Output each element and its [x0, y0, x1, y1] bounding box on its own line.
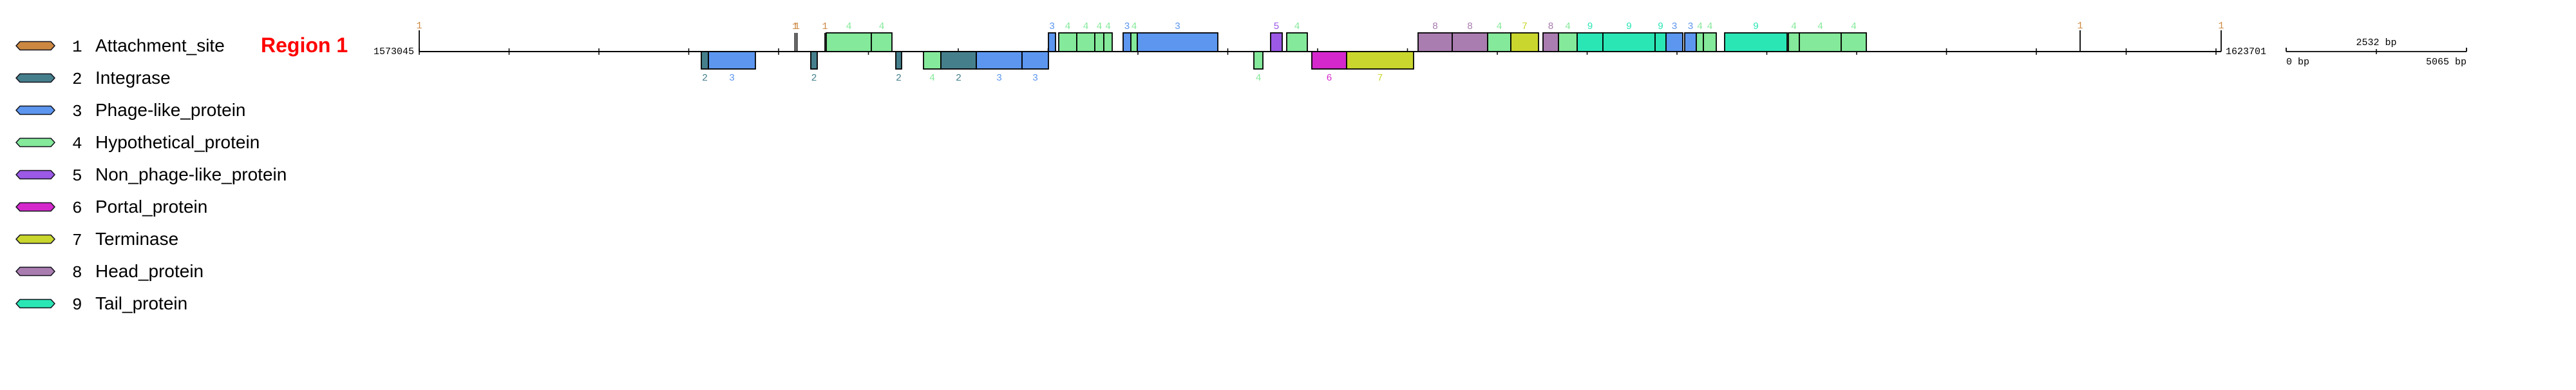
svg-text:4: 4 — [1707, 21, 1712, 32]
svg-text:4: 4 — [929, 73, 935, 84]
svg-text:1623701: 1623701 — [2226, 46, 2266, 57]
svg-text:4: 4 — [846, 21, 851, 32]
svg-text:4: 4 — [72, 134, 82, 153]
svg-text:1: 1 — [822, 21, 828, 32]
svg-text:4: 4 — [1817, 21, 1823, 32]
svg-text:4: 4 — [1565, 21, 1571, 32]
svg-text:8: 8 — [1467, 21, 1473, 32]
svg-text:Terminase: Terminase — [95, 229, 178, 249]
svg-text:2: 2 — [896, 73, 902, 84]
svg-text:Non_phage-like_protein: Non_phage-like_protein — [95, 164, 287, 184]
svg-text:Hypothetical_protein: Hypothetical_protein — [95, 132, 260, 152]
svg-text:3: 3 — [729, 73, 735, 84]
svg-text:Head_protein: Head_protein — [95, 261, 204, 281]
svg-text:9: 9 — [1753, 21, 1759, 32]
svg-text:3: 3 — [1671, 21, 1677, 32]
svg-text:3: 3 — [72, 102, 82, 121]
svg-text:2: 2 — [702, 73, 708, 84]
svg-text:1: 1 — [2218, 21, 2224, 32]
svg-text:3: 3 — [1175, 21, 1180, 32]
svg-text:Phage-like_protein: Phage-like_protein — [95, 100, 246, 120]
svg-text:1: 1 — [72, 37, 82, 57]
svg-text:4: 4 — [1294, 21, 1300, 32]
svg-text:3: 3 — [996, 73, 1002, 84]
svg-text:6: 6 — [72, 199, 82, 218]
svg-text:3: 3 — [1049, 21, 1055, 32]
svg-text:2532 bp: 2532 bp — [2356, 37, 2396, 48]
svg-text:3: 3 — [1687, 21, 1693, 32]
svg-text:7: 7 — [1522, 21, 1528, 32]
svg-text:5065 bp: 5065 bp — [2426, 57, 2467, 68]
svg-text:4: 4 — [1255, 73, 1261, 84]
svg-text:2: 2 — [956, 73, 961, 84]
svg-text:1: 1 — [794, 21, 800, 32]
svg-text:Integrase: Integrase — [95, 68, 171, 88]
svg-text:4: 4 — [878, 21, 884, 32]
svg-text:9: 9 — [72, 295, 82, 315]
svg-text:7: 7 — [72, 231, 82, 250]
svg-text:8: 8 — [1432, 21, 1438, 32]
svg-text:8: 8 — [1548, 21, 1553, 32]
svg-text:4: 4 — [1131, 21, 1137, 32]
svg-text:3: 3 — [1032, 73, 1038, 84]
svg-text:1: 1 — [416, 21, 422, 32]
svg-text:6: 6 — [1326, 73, 1332, 84]
svg-text:8: 8 — [72, 263, 82, 282]
svg-text:3: 3 — [1124, 21, 1130, 32]
svg-text:4: 4 — [1096, 21, 1102, 32]
svg-text:Attachment_site: Attachment_site — [95, 35, 225, 55]
svg-text:4: 4 — [1065, 21, 1070, 32]
svg-text:0 bp: 0 bp — [2286, 57, 2309, 68]
svg-text:Tail_protein: Tail_protein — [95, 293, 187, 313]
svg-text:5: 5 — [72, 166, 82, 186]
svg-text:1573045: 1573045 — [374, 46, 414, 57]
svg-text:2: 2 — [72, 70, 82, 89]
svg-text:Region 1: Region 1 — [261, 34, 348, 57]
svg-text:4: 4 — [1791, 21, 1797, 32]
svg-text:4: 4 — [1105, 21, 1111, 32]
svg-text:4: 4 — [1083, 21, 1088, 32]
svg-text:7: 7 — [1377, 73, 1383, 84]
svg-text:Portal_protein: Portal_protein — [95, 197, 207, 217]
svg-text:9: 9 — [1626, 21, 1632, 32]
svg-text:4: 4 — [1496, 21, 1502, 32]
svg-text:4: 4 — [1851, 21, 1857, 32]
svg-text:4: 4 — [1697, 21, 1703, 32]
svg-text:1: 1 — [2077, 21, 2083, 32]
svg-text:2: 2 — [811, 73, 817, 84]
svg-text:9: 9 — [1587, 21, 1593, 32]
svg-text:9: 9 — [1658, 21, 1663, 32]
svg-text:5: 5 — [1273, 21, 1279, 32]
